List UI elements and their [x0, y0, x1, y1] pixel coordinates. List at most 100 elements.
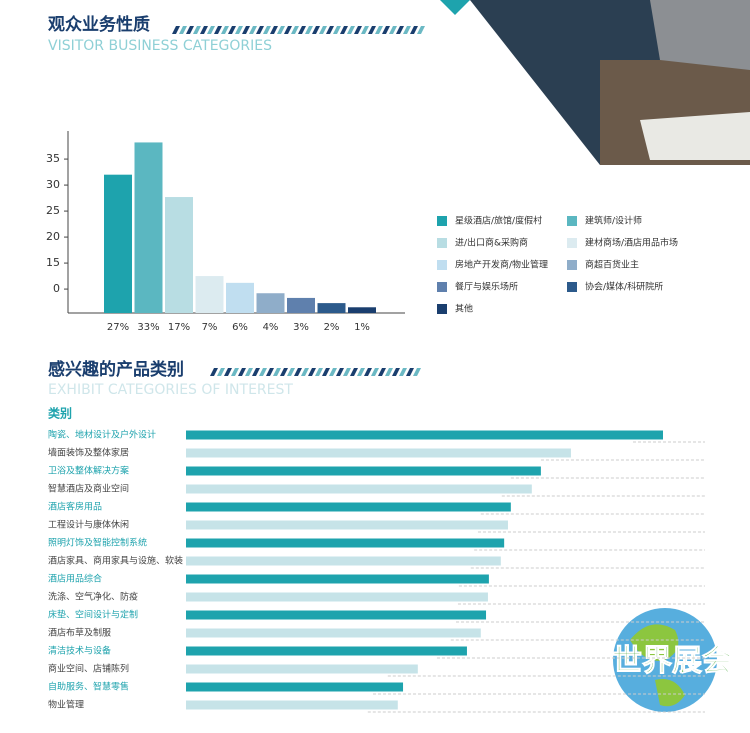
stripe — [298, 26, 306, 34]
y-tick-label: 20 — [46, 230, 60, 243]
x-tick-label: 2% — [324, 322, 340, 333]
stripe — [259, 368, 267, 376]
subtitle: EXHIBIT CATEGORIES OF INTEREST — [48, 382, 293, 398]
stripe — [347, 26, 355, 34]
stripe — [186, 26, 194, 34]
bar — [186, 556, 501, 566]
legend-label: 协会/媒体/科研院所 — [585, 281, 663, 293]
stripe — [231, 368, 239, 376]
stripe — [371, 368, 379, 376]
legend-label: 房地产开发商/物业管理 — [455, 259, 548, 271]
bar — [348, 307, 376, 313]
bar — [186, 538, 505, 548]
bar — [186, 448, 571, 458]
stripe — [273, 368, 281, 376]
legend-swatch — [567, 216, 577, 226]
stripe — [287, 368, 295, 376]
stripe — [270, 26, 278, 34]
bar — [186, 592, 488, 602]
stripe — [193, 26, 201, 34]
y-tick-label: 15 — [46, 256, 60, 269]
stripe — [340, 26, 348, 34]
stripe — [329, 368, 337, 376]
stripe — [417, 26, 425, 34]
stripe — [368, 26, 376, 34]
stripe — [172, 26, 180, 34]
stripe — [305, 26, 313, 34]
legend-swatch — [567, 238, 577, 248]
category-label: 工程设计与康体休闲 — [48, 519, 129, 531]
bar — [104, 174, 132, 313]
bar — [287, 297, 315, 313]
bar — [186, 646, 467, 656]
bar — [195, 276, 224, 313]
category-label: 物业管理 — [48, 699, 84, 711]
stripe — [252, 368, 260, 376]
title-stripes — [172, 26, 425, 376]
stripe — [224, 368, 232, 376]
stripe — [392, 368, 400, 376]
stripe — [378, 368, 386, 376]
stripe — [343, 368, 351, 376]
title: 感兴趣的产品类别 — [48, 359, 184, 380]
x-tick-label: 7% — [202, 322, 218, 333]
category-label: 卫浴及整体解决方案 — [48, 465, 129, 477]
category-label: 清洁技术与设备 — [48, 645, 111, 657]
y-tick-label: 25 — [46, 204, 60, 217]
stripe — [217, 368, 225, 376]
category-label: 墙面装饰及整体家居 — [48, 447, 129, 459]
stripe — [256, 26, 264, 34]
logo-text: 世界展会 — [612, 644, 732, 679]
legend-swatch — [437, 260, 447, 270]
x-tick-label: 6% — [232, 322, 248, 333]
bar — [186, 502, 511, 512]
legend-label: 商超百货业主 — [585, 259, 639, 271]
bar — [186, 484, 532, 494]
stripe — [382, 26, 390, 34]
category-label: 自助服务、智慧零售 — [48, 681, 129, 693]
bar — [186, 610, 487, 620]
x-tick-label: 33% — [137, 322, 159, 333]
bar — [317, 303, 346, 313]
stripe — [308, 368, 316, 376]
title: 观众业务性质 — [47, 14, 150, 35]
category-label: 洗涤、空气净化、防疫 — [48, 591, 138, 603]
stripe — [413, 368, 421, 376]
y-tick-label: 0 — [53, 282, 60, 295]
legend-swatch — [567, 282, 577, 292]
legend-swatch — [437, 304, 447, 314]
stripe — [399, 368, 407, 376]
bar — [186, 466, 541, 476]
category-label: 酒店用品综合 — [48, 573, 102, 585]
stripe — [312, 26, 320, 34]
category-label: 智慧酒店及商业空间 — [48, 483, 129, 495]
stripe — [326, 26, 334, 34]
x-tick-label: 3% — [293, 322, 309, 333]
stripe — [200, 26, 208, 34]
bar — [186, 682, 404, 692]
subtitle: VISITOR BUSINESS CATEGORIES — [48, 38, 272, 54]
category-label: 照明灯饰及智能控制系统 — [48, 537, 147, 549]
bar — [186, 430, 663, 440]
stripe — [406, 368, 414, 376]
stripe — [410, 26, 418, 34]
stripe — [245, 368, 253, 376]
category-header: 类别 — [48, 406, 72, 421]
category-label: 酒店布草及制服 — [48, 627, 111, 639]
bar — [186, 520, 508, 530]
legend-label: 建材商场/酒店用品市场 — [585, 237, 678, 249]
legend-swatch — [567, 260, 577, 270]
stripe — [375, 26, 383, 34]
stripe — [389, 26, 397, 34]
stripe — [221, 26, 229, 34]
stripe — [350, 368, 358, 376]
category-label: 酒店家具、商用家具与设施、软装 — [48, 555, 183, 567]
stripe — [336, 368, 344, 376]
bar — [256, 293, 285, 313]
stripe — [385, 368, 393, 376]
stripe — [242, 26, 250, 34]
bar — [186, 664, 418, 674]
x-tick-label: 27% — [107, 322, 129, 333]
stripe — [249, 26, 257, 34]
